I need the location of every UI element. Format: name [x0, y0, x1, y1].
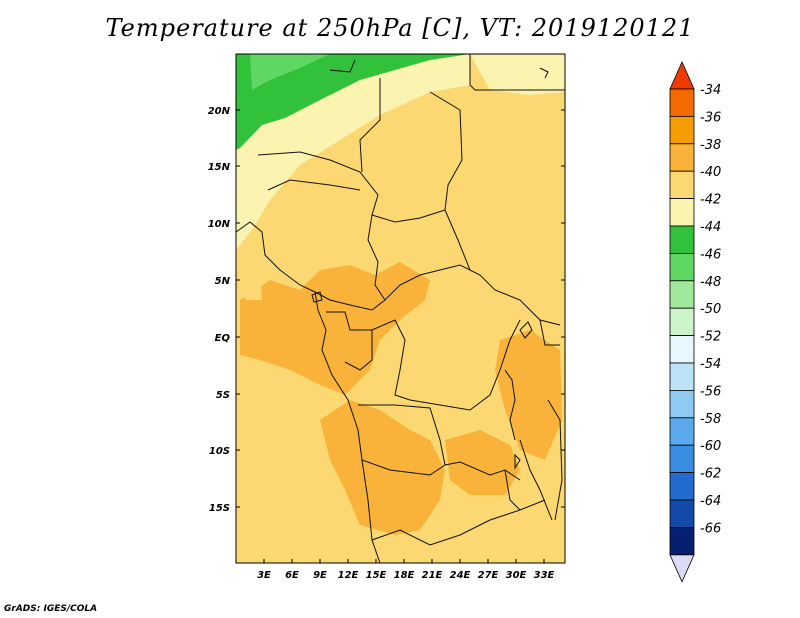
lat-label: 5S [216, 390, 230, 401]
colorbar-swatch [669, 527, 695, 556]
grads-credit: GrADS: IGES/COLA [4, 604, 98, 614]
colorbar-label: -56 [700, 384, 721, 399]
temperature-field [236, 54, 565, 563]
lon-label: 33E [534, 570, 555, 581]
colorbar-swatch [669, 499, 695, 528]
colorbar-swatch [669, 170, 695, 199]
colorbar: -34 -36 -38 -40 -42 -44 -46 -48 -50 -52 -54 -56 -58 -… [669, 61, 721, 583]
colorbar-label: -34 [700, 83, 721, 98]
lon-label: 18E [394, 570, 415, 581]
lon-label: 30E [506, 570, 527, 581]
lon-label: 6E [285, 570, 299, 581]
colorbar-label: -58 [700, 412, 721, 427]
colorbar-top-arrow [669, 61, 695, 90]
lon-label: 9E [313, 570, 327, 581]
colorbar-label: -38 [700, 138, 721, 153]
lon-label: 3E [257, 570, 271, 581]
colorbar-swatch [669, 472, 695, 501]
colorbar-bottom-arrow [669, 554, 695, 583]
colorbar-label: -52 [700, 330, 721, 345]
lakes [311, 291, 533, 470]
colorbar-label: -40 [700, 165, 721, 180]
colorbar-label: -36 [700, 110, 721, 125]
colorbar-label: -44 [700, 220, 721, 235]
map-frame [235, 53, 566, 564]
colorbar-swatch [669, 444, 695, 474]
country-borders [235, 54, 565, 564]
colorbar-swatch [669, 362, 695, 391]
colorbar-label: -46 [700, 247, 721, 262]
colorbar-label: -64 [700, 494, 721, 509]
colorbar-swatch [669, 335, 695, 364]
lat-label: 10N [208, 219, 231, 230]
colorbar-swatch [669, 198, 695, 227]
colorbar-label: -48 [700, 275, 721, 290]
colorbar-swatch [669, 225, 695, 254]
colorbar-label: -66 [700, 521, 721, 536]
colorbar-swatch [669, 307, 695, 337]
lon-label: 15E [366, 570, 387, 581]
lon-label: 24E [450, 570, 471, 581]
latitude-axis: 20N 15N 10N 5N EQ 5S 10S 15S [208, 106, 565, 514]
colorbar-label: -42 [700, 193, 721, 208]
lat-label: EQ [215, 333, 231, 344]
colorbar-label: -54 [700, 357, 721, 372]
lon-label: 12E [338, 570, 359, 581]
lat-label: 15S [209, 503, 230, 514]
colorbar-swatch [669, 280, 695, 309]
colorbar-label: -60 [700, 439, 721, 454]
colorbar-swatch [669, 417, 695, 446]
lat-label: 10S [209, 446, 230, 457]
colorbar-label: -62 [700, 467, 721, 482]
colorbar-swatch [669, 252, 695, 282]
colorbar-swatch [669, 88, 695, 117]
longitude-axis: 3E 6E 9E 12E 15E 18E 21E 24E 27E 30E 33E [257, 559, 555, 581]
colorbar-swatch [669, 143, 695, 172]
lat-label: 5N [215, 276, 231, 287]
lon-label: 27E [478, 570, 499, 581]
lat-label: 20N [208, 106, 231, 117]
colorbar-swatch [669, 116, 695, 145]
lat-label: 15N [208, 162, 231, 173]
colorbar-label: -50 [700, 302, 721, 317]
map-title: Temperature at 250hPa [C], VT: 201912012… [105, 14, 695, 42]
lon-label: 21E [422, 570, 443, 581]
colorbar-swatch [669, 389, 695, 419]
